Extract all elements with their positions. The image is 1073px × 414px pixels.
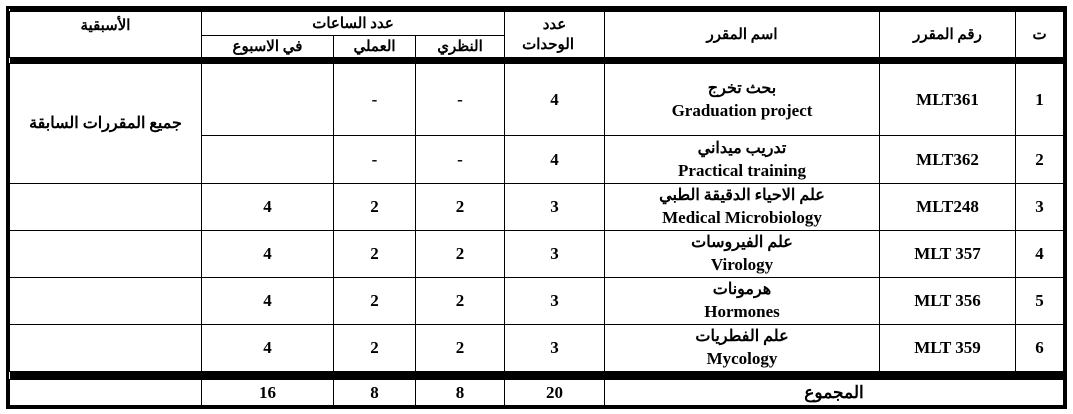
- header-prereq: الأسبقية: [9, 11, 202, 58]
- row-index: 5: [1015, 277, 1064, 325]
- course-name-en: Graduation project: [671, 100, 813, 120]
- course-name: علم الاحياء الدقيقة الطبي Medical Microbi…: [604, 183, 880, 231]
- course-name-ar: علم الفطريات: [695, 328, 789, 345]
- course-name: علم الفيروسات Virology: [604, 230, 880, 278]
- row-index: 4: [1015, 230, 1064, 278]
- weekly-hours: 4: [201, 324, 334, 372]
- prereq: [9, 183, 202, 231]
- header-name: اسم المقرر: [604, 11, 880, 58]
- units: 3: [504, 230, 605, 278]
- table-row: 6 MLT 359 علم الفطريات Mycology 3 2 2 4: [9, 324, 1064, 372]
- course-name: تدريب ميداني Practical training: [604, 135, 880, 184]
- prereq: جميع المقررات السابقة: [9, 63, 202, 184]
- prereq: [9, 324, 202, 372]
- table-row: 5 MLT 356 هرمونات Hormones 3 2 2 4: [9, 277, 1064, 325]
- practical-hours: 2: [333, 183, 416, 231]
- course-name-en: Medical Microbiology: [662, 208, 822, 227]
- course-name-ar: علم الفيروسات: [691, 234, 793, 251]
- total-row: المجموع 20 8 8 16: [9, 379, 1064, 406]
- weekly-hours: 4: [201, 183, 334, 231]
- header-units: عدد الوحدات: [504, 11, 605, 58]
- header-index: ت: [1015, 11, 1064, 58]
- table-row: 2 MLT362 تدريب ميداني Practical training …: [10, 135, 1064, 184]
- practical-hours: 2: [333, 324, 416, 372]
- course-name-en: Hormones: [704, 302, 780, 321]
- course-code: MLT 359: [879, 324, 1016, 372]
- table-row: 1 MLT361 بحث تخرج Graduation project 4 - …: [9, 63, 1064, 184]
- units: 4: [504, 135, 605, 184]
- course-name-en: Practical training: [678, 160, 806, 180]
- header-hours: عدد الساعات: [201, 11, 505, 36]
- weekly-hours: [201, 135, 334, 184]
- practical-hours: -: [333, 63, 416, 136]
- practical-hours: 2: [333, 277, 416, 325]
- theory-hours: 2: [415, 183, 505, 231]
- units: 3: [504, 183, 605, 231]
- theory-hours: 2: [415, 277, 505, 325]
- course-code: MLT 356: [879, 277, 1016, 325]
- course-name: علم الفطريات Mycology: [604, 324, 880, 372]
- total-prereq: [9, 379, 202, 406]
- total-theory: 8: [415, 379, 505, 406]
- course-code: MLT361: [879, 63, 1016, 136]
- course-name-ar: بحث تخرج: [707, 79, 777, 97]
- row-index: 1: [1015, 63, 1064, 136]
- practical-hours: -: [333, 135, 416, 184]
- prereq: [9, 277, 202, 325]
- course-name-en: Virology: [710, 255, 774, 274]
- header-weekly: في الاسبوع: [201, 35, 334, 58]
- course-name-ar: علم الاحياء الدقيقة الطبي: [659, 187, 825, 204]
- table-row: 4 MLT 357 علم الفيروسات Virology 3 2 2 4: [9, 230, 1064, 278]
- row-index: 3: [1015, 183, 1064, 231]
- theory-hours: 2: [415, 230, 505, 278]
- total-units: 20: [504, 379, 605, 406]
- total-practical: 8: [333, 379, 416, 406]
- table-row: 3 MLT248 علم الاحياء الدقيقة الطبي Medica…: [9, 183, 1064, 231]
- weekly-hours: [201, 63, 334, 136]
- units: 3: [504, 277, 605, 325]
- course-name-en: Mycology: [706, 349, 778, 368]
- theory-hours: 2: [415, 324, 505, 372]
- row-index: 6: [1015, 324, 1064, 372]
- header-practical: العملي: [333, 35, 416, 58]
- total-weekly: 16: [201, 379, 334, 406]
- header-code: رقم المقرر: [879, 11, 1016, 58]
- course-code: MLT 357: [879, 230, 1016, 278]
- total-label: المجموع: [604, 379, 1064, 406]
- prereq: [9, 230, 202, 278]
- units: 4: [504, 63, 605, 136]
- theory-hours: -: [415, 63, 505, 136]
- course-table: ت رقم المقرر اسم المقرر عدد الوحدات عدد …: [6, 6, 1067, 409]
- weekly-hours: 4: [201, 230, 334, 278]
- header-theory: النظري: [415, 35, 505, 58]
- practical-hours: 2: [333, 230, 416, 278]
- units: 3: [504, 324, 605, 372]
- course-name-ar: تدريب ميداني: [697, 139, 787, 157]
- theory-hours: -: [415, 135, 505, 184]
- course-code: MLT248: [879, 183, 1016, 231]
- course-name: بحث تخرج Graduation project: [604, 63, 880, 136]
- course-name: هرمونات Hormones: [604, 277, 880, 325]
- weekly-hours: 4: [201, 277, 334, 325]
- course-code: MLT362: [879, 135, 1016, 184]
- course-name-ar: هرمونات: [712, 281, 772, 298]
- row-index: 2: [1015, 135, 1064, 184]
